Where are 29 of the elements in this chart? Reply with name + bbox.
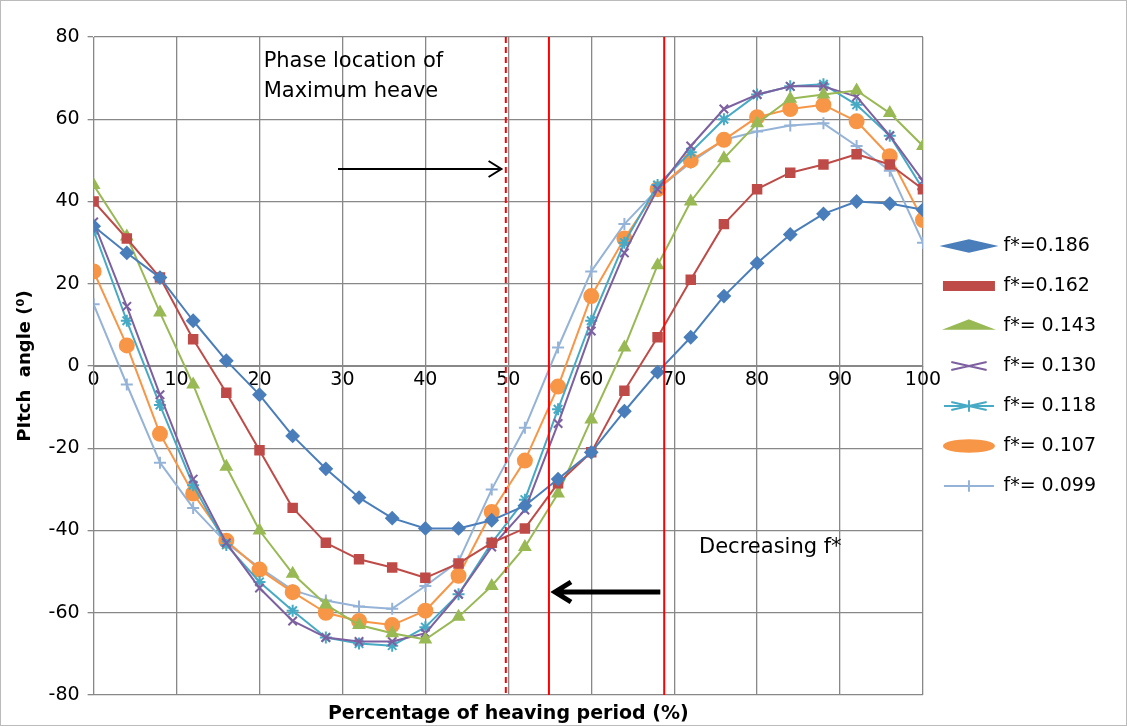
x-tick-label: 70 bbox=[662, 367, 687, 390]
x-tick-label: 40 bbox=[413, 367, 438, 390]
annotation: Phase location of Maximum heave bbox=[263, 47, 445, 105]
legend-label: f*=0.162 bbox=[1003, 272, 1090, 295]
legend-label: f*= 0.130 bbox=[1003, 352, 1097, 375]
y-tick-label: -80 bbox=[48, 681, 80, 704]
y-tick-label: 20 bbox=[55, 270, 80, 293]
x-tick-label: 20 bbox=[247, 367, 272, 390]
legend-label: f*= 0.118 bbox=[1003, 392, 1097, 415]
x-tick-label: 80 bbox=[745, 367, 770, 390]
x-tick-label: 100 bbox=[904, 367, 942, 390]
y-tick-label: 80 bbox=[55, 23, 80, 46]
legend-label: f*= 0.107 bbox=[1003, 432, 1097, 455]
x-tick-label: 90 bbox=[827, 367, 853, 390]
y-axis-title: PItch angle (⁰) bbox=[13, 290, 35, 442]
y-tick-label: -40 bbox=[48, 517, 80, 540]
legend-label: f*= 0.143 bbox=[1003, 312, 1097, 335]
legend-label: f*= 0.099 bbox=[1003, 472, 1097, 495]
y-tick-label: 0 bbox=[67, 352, 80, 375]
legend-label: f*=0.186 bbox=[1003, 232, 1090, 255]
x-tick-label: 30 bbox=[330, 367, 355, 390]
annotation: Decreasing f* bbox=[699, 532, 843, 560]
y-tick-label: -20 bbox=[48, 435, 80, 458]
y-tick-label: 40 bbox=[55, 188, 80, 211]
x-axis-title: Percentage of heaving period (%) bbox=[327, 701, 689, 724]
y-tick-label: -60 bbox=[48, 599, 80, 622]
y-tick-label: 60 bbox=[55, 106, 80, 129]
x-tick-label: 10 bbox=[164, 367, 189, 390]
x-tick-label: 60 bbox=[579, 367, 604, 390]
